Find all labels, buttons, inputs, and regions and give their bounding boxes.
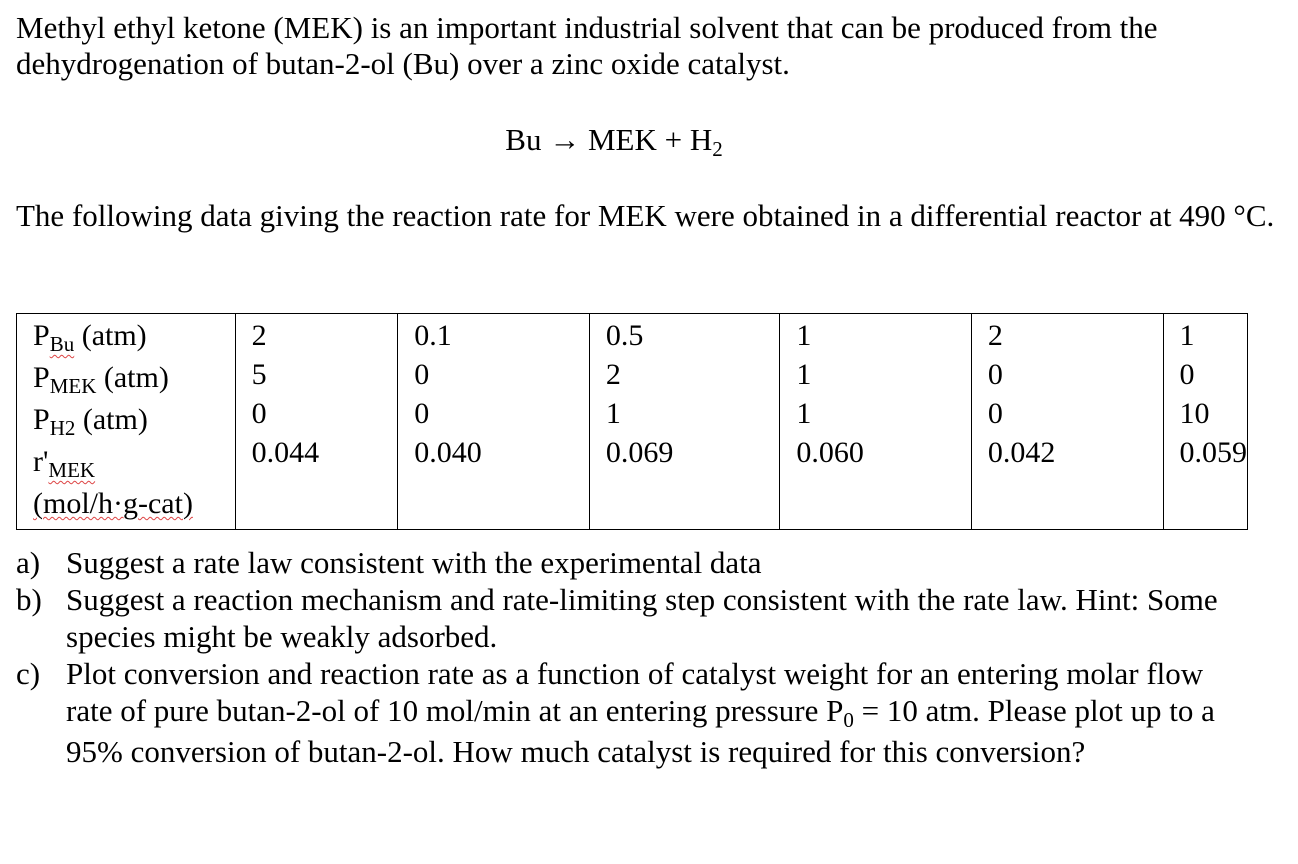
product-h2: H2 <box>689 122 723 161</box>
question-text: Plot conversion and reaction rate as a f… <box>66 656 1215 769</box>
table-cell: 0.1 <box>414 319 452 352</box>
question-b: b) Suggest a reaction mechanism and rate… <box>16 581 1246 655</box>
table-cell: 0.044 <box>251 436 320 469</box>
table-cell: 0.059 <box>1179 436 1248 469</box>
table-cell: 2 <box>605 358 621 391</box>
table-cell: 0 <box>987 397 1003 430</box>
data-column: 2 5 0 0.044 <box>234 313 399 530</box>
table-cell: 0 <box>251 397 267 430</box>
table-cell: 1 <box>796 358 812 391</box>
row-labels-cell: PBu (atm) PMEK (atm) PH2 (atm) r'MEK (mol/h·… <box>16 313 236 530</box>
data-column: 2 0 0 0.042 <box>970 313 1164 530</box>
table-cell: 0 <box>414 358 430 391</box>
table-cell: 5 <box>251 358 267 391</box>
reaction-arrow: → <box>549 122 581 157</box>
table-row: PBu (atm) PMEK (atm) PH2 (atm) r'MEK (mol/h·… <box>16 313 1248 530</box>
row-label: PMEK (atm) <box>33 361 169 398</box>
table-cell: 0 <box>414 397 430 430</box>
question-text: Suggest a reaction mechanism and rate-li… <box>66 582 1218 654</box>
rate-data-table: PBu (atm) PMEK (atm) PH2 (atm) r'MEK (mol/h·… <box>16 313 1248 530</box>
reaction-equation: Bu → MEK + H2 <box>0 122 1228 167</box>
table-cell: 1 <box>796 319 812 352</box>
table-cell: 0.060 <box>796 436 864 469</box>
question-label: a) <box>16 545 41 580</box>
table-cell: 2 <box>251 319 267 352</box>
table-cell: 0 <box>1179 358 1195 391</box>
plus-sign: + <box>664 122 683 157</box>
data-column: 0.1 0 0 0.040 <box>397 313 590 530</box>
table-cell: 10 <box>1179 397 1210 430</box>
question-text: Suggest a rate law consistent with the e… <box>66 545 762 580</box>
question-a: a) Suggest a rate law consistent with th… <box>16 544 1246 581</box>
data-intro-paragraph: The following data giving the reaction r… <box>16 198 1275 233</box>
table-cell: 0.5 <box>605 319 644 352</box>
product-mek: MEK <box>587 122 657 157</box>
row-label-unit: (mol/h·g-cat) <box>33 487 193 520</box>
table-cell: 0.040 <box>414 436 482 469</box>
table-cell: 0.042 <box>987 436 1056 469</box>
table-cell: 1 <box>1179 319 1195 352</box>
table-cell: 2 <box>987 319 1003 352</box>
data-column: 1 1 1 0.060 <box>779 313 972 530</box>
table-cell: 0 <box>987 358 1003 391</box>
row-label: PH2 (atm) <box>33 403 148 440</box>
data-column: 1 0 10 0.059 <box>1162 313 1248 530</box>
intro-paragraph: Methyl ethyl ketone (MEK) is an importan… <box>16 10 1158 81</box>
questions-list: a) Suggest a rate law consistent with th… <box>16 544 1246 770</box>
question-label: c) <box>16 656 41 691</box>
table-cell: 1 <box>796 397 812 430</box>
row-label: r'MEK <box>33 445 96 482</box>
reactant: Bu <box>505 122 542 157</box>
row-label: PBu (atm) <box>33 319 147 356</box>
data-column: 0.5 2 1 0.069 <box>588 313 781 530</box>
question-c: c) Plot conversion and reaction rate as … <box>16 655 1246 770</box>
table-cell: 0.069 <box>605 436 674 469</box>
question-label: b) <box>16 582 42 617</box>
table-cell: 1 <box>605 397 621 430</box>
